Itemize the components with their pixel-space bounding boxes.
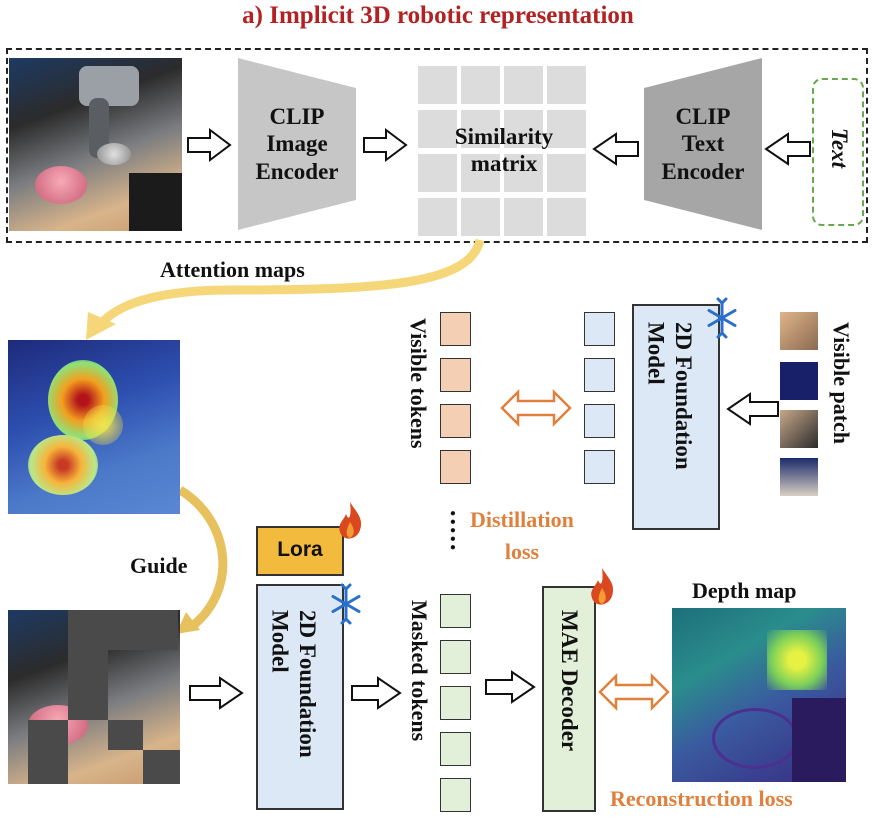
text-input-label: Text — [827, 128, 852, 169]
clip-text-encoder-label: CLIP Text Encoder — [661, 104, 745, 184]
clip-section-frame — [6, 48, 868, 243]
frozen-token-column — [584, 312, 615, 492]
mae-decoder-box — [542, 586, 596, 812]
arrow-image-to-encoder — [187, 128, 232, 162]
masked-token-column — [440, 594, 471, 814]
visible-tokens-label: Visible tokens — [406, 318, 431, 449]
snowflake-icon — [707, 297, 737, 339]
distillation-loss-label: Distillation loss — [470, 507, 574, 564]
visible-patch-label: Visible patch — [829, 322, 854, 445]
visible-patch-column — [780, 312, 818, 496]
reconstruction-loss-label: Reconstruction loss — [610, 786, 793, 811]
flame-icon — [339, 502, 362, 539]
lora-box — [256, 526, 344, 576]
clip-image-encoder-label: CLIP Image Encoder — [255, 104, 339, 184]
arrow-model-to-tokens — [351, 676, 402, 710]
robot-scene-image — [9, 58, 182, 231]
foundation-model-top — [632, 304, 720, 530]
depth-map-label: Depth map — [692, 578, 797, 603]
lora-label: Lora — [277, 538, 323, 561]
arrow-patch-to-model — [726, 392, 779, 426]
arrow-masked-to-model — [189, 676, 244, 710]
foundation-model-top-label: 2D Foundation Model — [643, 322, 697, 470]
foundation-model-bottom — [256, 584, 344, 810]
arrow-text-encoder-to-matrix — [592, 132, 639, 166]
flame-icon — [591, 568, 614, 605]
reconstruction-arrow — [598, 672, 670, 712]
mae-decoder-label: MAE Decoder — [557, 610, 582, 752]
similarity-matrix — [418, 66, 590, 236]
clip-image-encoder-shape — [238, 58, 356, 230]
masked-image — [8, 610, 180, 784]
attention-maps-label: Attention maps — [160, 257, 305, 282]
ellipsis-dots: ..... — [445, 510, 474, 553]
distillation-arrow — [500, 388, 572, 428]
similarity-matrix-label: Similarity matrix — [454, 123, 554, 176]
arrow-text-to-encoder — [764, 132, 811, 166]
figure-title: a) Implicit 3D robotic representation — [242, 2, 634, 29]
clip-text-encoder-shape — [644, 58, 762, 230]
foundation-model-bottom-label: 2D Foundation Model — [267, 610, 321, 758]
snowflake-icon — [331, 583, 361, 625]
visible-token-column — [440, 312, 471, 492]
arrow-encoder-to-matrix — [363, 128, 408, 162]
arrow-tokens-to-decoder — [485, 670, 536, 704]
text-input-box — [812, 78, 864, 226]
guide-label: Guide — [130, 553, 188, 578]
depth-map-image — [672, 608, 846, 782]
attention-heatmap-image — [8, 340, 180, 514]
masked-tokens-label: Masked tokens — [407, 600, 432, 742]
